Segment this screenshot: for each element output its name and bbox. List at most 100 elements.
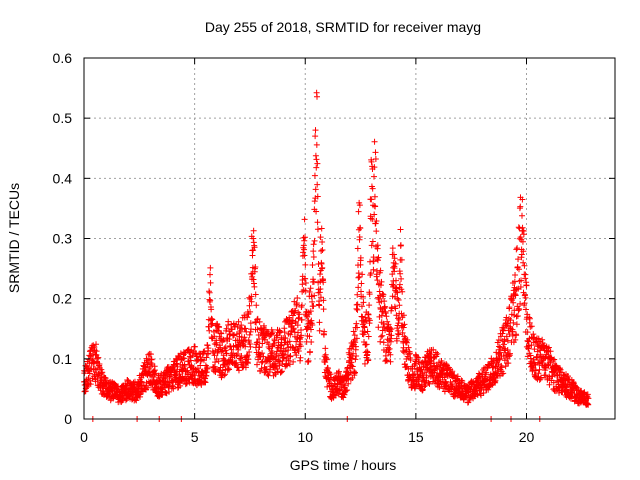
data-point: [93, 341, 100, 348]
data-point: [225, 318, 232, 325]
data-point: [396, 316, 403, 323]
data-point: [317, 285, 324, 292]
data-point: [421, 369, 428, 376]
data-point: [254, 339, 261, 346]
data-point: [319, 246, 326, 253]
x-tick-label: 20: [519, 429, 535, 445]
data-point: [238, 322, 245, 329]
data-point: [377, 338, 384, 345]
data-point: [95, 354, 102, 361]
data-point: [506, 315, 513, 322]
data-point: [227, 331, 234, 338]
data-point: [520, 231, 527, 238]
data-point: [208, 322, 215, 329]
data-point: [251, 244, 258, 251]
data-point: [514, 245, 521, 252]
data-point: [368, 242, 375, 249]
data-point: [258, 359, 265, 366]
data-point: [228, 346, 235, 353]
data-point: [377, 282, 384, 289]
data-points: [81, 89, 592, 422]
data-point: [306, 288, 313, 295]
data-point: [211, 352, 218, 359]
data-point: [342, 382, 349, 389]
x-tick-labels: 0 5 10 15 20: [80, 429, 534, 445]
data-point: [517, 234, 524, 241]
data-point: [397, 270, 404, 277]
data-point: [301, 252, 308, 259]
data-point: [400, 312, 407, 319]
data-point: [355, 208, 362, 215]
data-point: [250, 247, 257, 254]
data-point: [317, 294, 324, 301]
data-point: [260, 353, 267, 360]
data-point: [382, 310, 389, 317]
data-point: [383, 357, 390, 364]
data-point: [92, 366, 99, 373]
data-point: [246, 349, 253, 356]
data-point: [92, 378, 99, 385]
data-point: [353, 335, 360, 342]
data-point: [370, 266, 377, 273]
data-point: [172, 372, 179, 379]
data-point: [312, 186, 319, 193]
data-point: [383, 357, 390, 364]
data-point: [399, 329, 406, 336]
data-point: [430, 354, 437, 361]
y-tick-label: 0.5: [53, 110, 73, 126]
data-point: [398, 275, 405, 282]
data-point: [531, 346, 538, 353]
data-point: [354, 245, 361, 252]
data-point: [252, 264, 259, 271]
data-point: [536, 366, 543, 373]
data-point: [207, 297, 214, 304]
data-point: [374, 242, 381, 249]
data-point: [89, 351, 96, 358]
data-point: [584, 391, 591, 398]
data-point: [306, 333, 313, 340]
data-point: [319, 239, 326, 246]
data-point: [463, 392, 470, 399]
data-point: [512, 272, 519, 279]
data-point: [506, 304, 513, 311]
data-point: [374, 255, 381, 262]
data-point: [364, 328, 371, 335]
data-point: [505, 353, 512, 360]
axis-ticks: [83, 57, 615, 420]
data-point: [287, 331, 294, 338]
data-point: [314, 181, 321, 188]
data-point: [539, 336, 546, 343]
data-point: [214, 349, 221, 356]
data-point: [393, 337, 400, 344]
data-point: [495, 336, 502, 343]
data-point: [308, 338, 315, 345]
data-point: [310, 241, 317, 248]
data-point: [310, 253, 317, 260]
data-point: [298, 302, 305, 309]
data-point: [507, 317, 514, 324]
data-point: [311, 292, 318, 299]
data-point: [359, 313, 366, 320]
data-point: [563, 393, 570, 400]
data-point: [345, 370, 352, 377]
data-point: [369, 185, 376, 192]
data-point: [242, 343, 249, 350]
data-point: [252, 291, 259, 298]
data-point: [197, 362, 204, 369]
data-point: [314, 93, 321, 100]
data-point: [242, 364, 249, 371]
data-point: [352, 356, 359, 363]
data-point: [297, 354, 304, 361]
data-point: [250, 276, 257, 283]
data-point: [500, 341, 507, 348]
data-point: [394, 289, 401, 296]
data-point: [395, 320, 402, 327]
data-point: [204, 365, 211, 372]
data-point: [494, 339, 501, 346]
data-point: [405, 351, 412, 358]
data-point: [251, 283, 258, 290]
data-point: [504, 320, 511, 327]
data-point: [372, 149, 379, 156]
data-point: [301, 246, 308, 253]
